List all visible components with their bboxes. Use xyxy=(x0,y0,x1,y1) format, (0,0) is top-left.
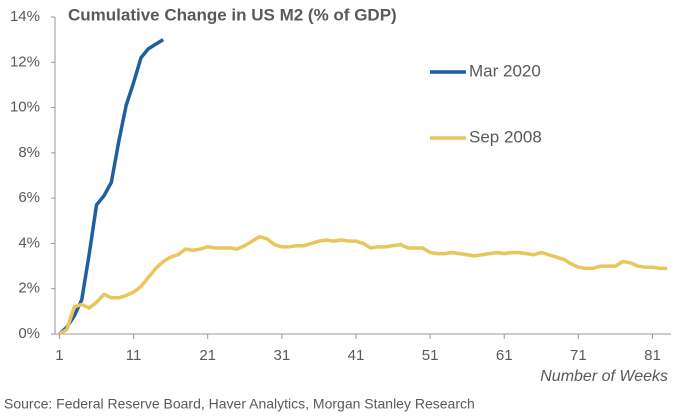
x-tick-label: 31 xyxy=(273,347,290,364)
y-tick-label: 0% xyxy=(18,325,40,342)
y-tick-label: 6% xyxy=(18,189,40,206)
x-tick-label: 41 xyxy=(348,347,365,364)
y-tick-label: 12% xyxy=(10,53,40,70)
y-tick-label: 2% xyxy=(18,280,40,297)
x-axis-label: Number of Weeks xyxy=(540,368,668,385)
y-tick-label: 4% xyxy=(18,234,40,251)
series-line xyxy=(58,38,165,336)
x-tick-label: 11 xyxy=(126,347,142,364)
legend-label: Mar 2020 xyxy=(469,61,541,80)
series-line xyxy=(58,234,668,336)
x-tick-label: 61 xyxy=(496,347,513,364)
y-tick-label: 8% xyxy=(18,144,40,161)
chart-title: Cumulative Change in US M2 (% of GDP) xyxy=(68,5,397,24)
x-tick-label: 71 xyxy=(570,347,587,364)
y-tick-label: 10% xyxy=(10,99,40,116)
x-tick-label: 51 xyxy=(422,347,439,364)
x-tick-label: 21 xyxy=(199,347,216,364)
source-note: Source: Federal Reserve Board, Haver Ana… xyxy=(4,396,475,412)
legend-label: Sep 2008 xyxy=(469,127,542,146)
x-tick-label: 81 xyxy=(644,347,661,364)
y-tick-label: 14% xyxy=(10,8,40,25)
x-tick-label: 1 xyxy=(55,347,63,364)
